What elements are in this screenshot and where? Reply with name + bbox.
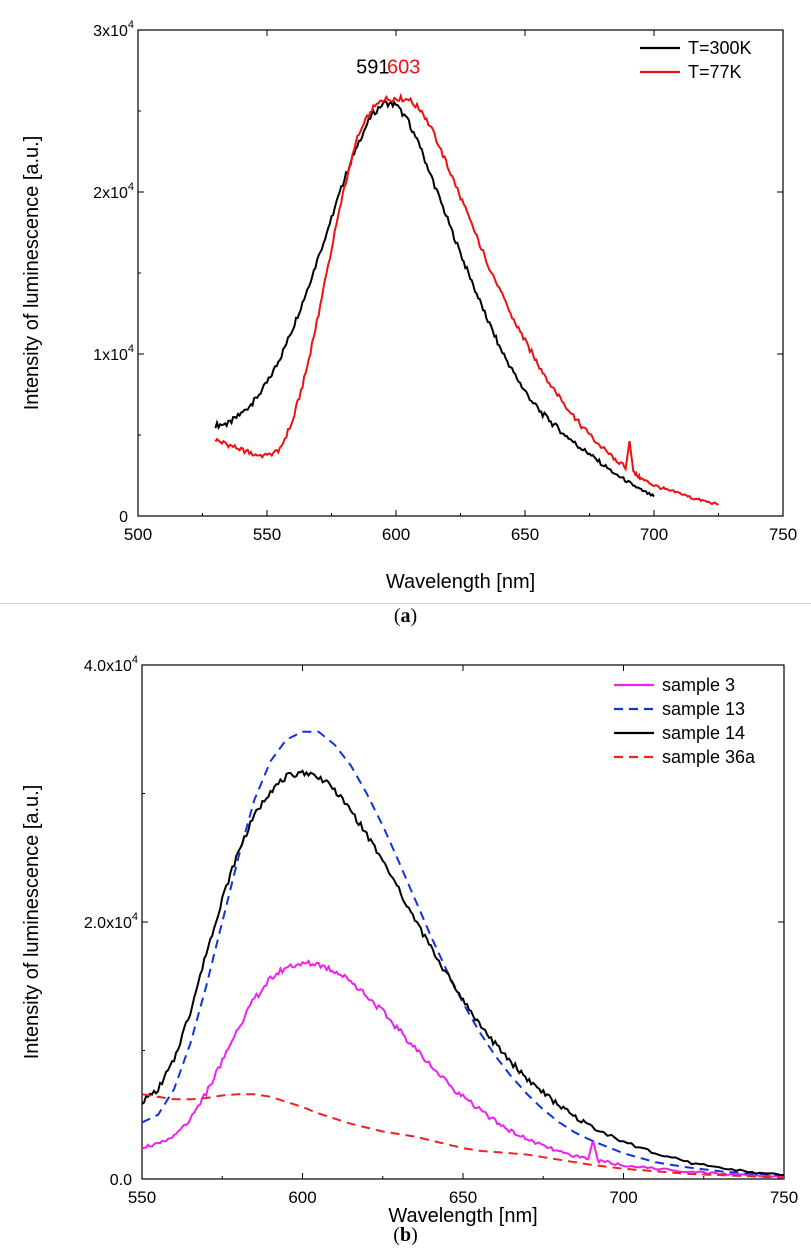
legend-label: T=77K <box>688 62 742 82</box>
legend-label: sample 13 <box>662 699 745 719</box>
x-tick-label: 700 <box>640 525 668 544</box>
series-line-2 <box>142 730 784 1177</box>
x-tick-label: 750 <box>770 1188 798 1207</box>
legend-label: sample 36a <box>662 747 756 767</box>
peak-annotation: 603 <box>387 57 420 79</box>
legend-label: sample 3 <box>662 675 735 695</box>
y-tick-label: 1x104 <box>93 343 134 364</box>
x-tick-label: 650 <box>449 1188 477 1207</box>
y-axis-label: Intensity of luminescence [a.u.] <box>21 785 43 1060</box>
series-line-2 <box>214 92 719 506</box>
caption-b: (b) <box>393 1224 418 1246</box>
panel-divider <box>0 603 811 604</box>
x-tick-label: 700 <box>609 1188 637 1207</box>
plot-frame <box>137 29 784 517</box>
y-tick-label: 3x104 <box>93 19 134 40</box>
x-axis-label: Wavelength [nm] <box>386 571 535 593</box>
series-line-3 <box>142 769 784 1177</box>
y-tick-label: 0.0 <box>110 1172 132 1189</box>
caption-b-letter: b <box>399 1224 412 1246</box>
x-tick-label: 600 <box>382 525 410 544</box>
x-tick-label: 600 <box>288 1188 316 1207</box>
y-tick-label: 2x104 <box>93 181 134 202</box>
x-axis-label: Wavelength [nm] <box>388 1205 537 1227</box>
series-line-1 <box>214 100 655 498</box>
series-line-1 <box>142 959 784 1179</box>
series-line-4 <box>142 1093 784 1179</box>
x-tick-label: 650 <box>511 525 539 544</box>
caption-a-letter: a <box>400 605 411 627</box>
x-tick-label: 750 <box>769 525 797 544</box>
y-tick-label: 2.0x104 <box>84 911 138 932</box>
y-tick-label: 4.0x104 <box>84 654 138 675</box>
caption-a: (a) <box>393 605 418 627</box>
x-tick-label: 550 <box>128 1188 156 1207</box>
chart-a: 500 550 600 650 700 750 0 1x104 2x104 3x104 Wavele… <box>21 19 797 593</box>
chart-b: 550 600 650 700 750 0.0 2.0x104 4.0x104 Waveleng… <box>21 654 798 1227</box>
legend-label: T=300K <box>688 38 752 58</box>
panel-b-background <box>0 632 811 1223</box>
x-tick-label: 500 <box>124 525 152 544</box>
y-tick-label: 0 <box>119 509 128 526</box>
x-tick-label: 550 <box>253 525 281 544</box>
peak-annotation: 591 <box>356 57 389 79</box>
legend-label: sample 14 <box>662 723 745 743</box>
y-axis-label: Intensity of luminescence [a.u.] <box>21 136 43 411</box>
